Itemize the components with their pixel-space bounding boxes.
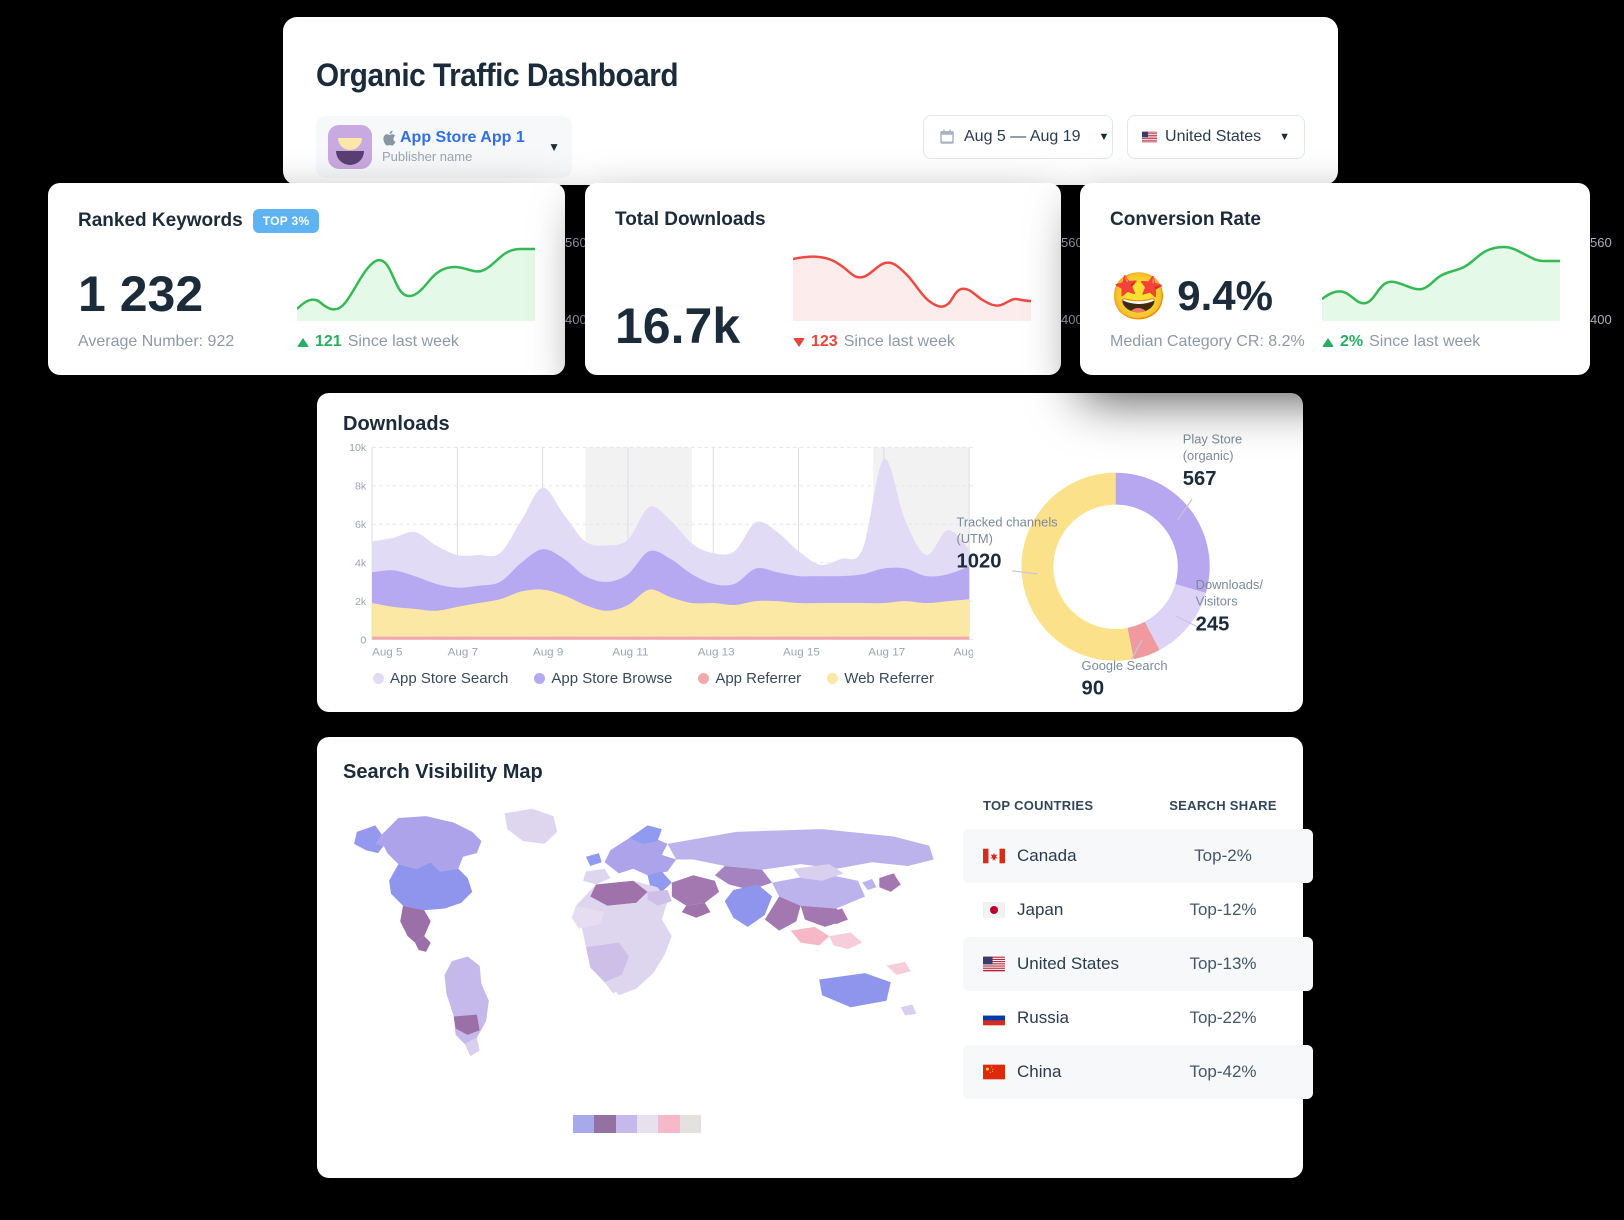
svg-text:6k: 6k [355, 520, 367, 531]
svg-text:Aug 11: Aug 11 [612, 647, 648, 659]
svg-text:Aug 19: Aug 19 [954, 647, 973, 659]
svg-text:Aug 17: Aug 17 [868, 647, 905, 659]
svg-text:Aug 13: Aug 13 [698, 647, 735, 659]
svg-text:0: 0 [360, 635, 366, 646]
svg-text:Aug 9: Aug 9 [533, 647, 563, 659]
svg-text:Aug 15: Aug 15 [783, 647, 820, 659]
svg-text:Aug 7: Aug 7 [448, 647, 478, 659]
svg-text:10k: 10k [349, 443, 367, 454]
svg-text:8k: 8k [355, 482, 367, 493]
svg-text:4k: 4k [355, 559, 367, 570]
svg-text:Aug 5: Aug 5 [372, 647, 402, 659]
svg-text:2k: 2k [355, 597, 367, 608]
